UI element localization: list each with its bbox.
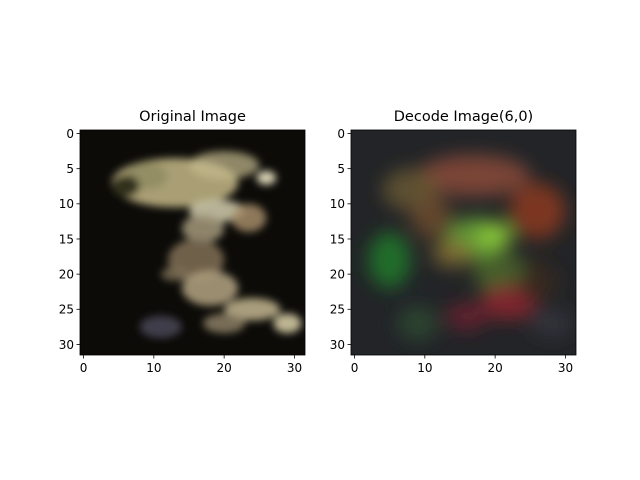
image-region — [256, 170, 277, 185]
y-tick-label: 5 — [337, 162, 345, 176]
y-tick-label: 25 — [330, 303, 345, 317]
y-tick-label: 15 — [59, 232, 74, 246]
image-region — [516, 260, 559, 303]
axes-frame — [79, 129, 306, 356]
image-region — [231, 203, 267, 232]
x-tick-label: 20 — [488, 361, 503, 375]
image-content — [111, 151, 302, 339]
image-region — [111, 175, 140, 198]
y-tick-label: 30 — [59, 338, 74, 352]
x-tick-label: 0 — [351, 361, 359, 375]
y-tick-label: 10 — [330, 197, 345, 211]
x-axis: 0 10 20 30 — [80, 355, 302, 375]
image-region — [368, 231, 411, 289]
image-region — [396, 305, 439, 341]
image-region — [509, 182, 566, 239]
image-region — [203, 313, 246, 334]
y-tick-label: 20 — [330, 267, 345, 281]
image-region — [273, 313, 302, 334]
image-region — [188, 151, 260, 180]
image-region — [410, 196, 453, 239]
image-content — [368, 154, 573, 341]
image-region — [181, 214, 225, 243]
image-region — [445, 302, 489, 331]
x-tick-label: 10 — [146, 361, 161, 375]
y-tick-label: 25 — [59, 303, 74, 317]
y-axis: 0 5 10 15 20 25 30 — [59, 127, 80, 352]
image-region — [530, 309, 573, 338]
y-axis: 0 5 10 15 20 25 30 — [330, 127, 351, 352]
image-region — [181, 270, 239, 306]
panel-decode: Decode Image(6,0) 0 10 20 30 0 5 10 15 20 25 30 — [330, 109, 577, 375]
x-tick-label: 20 — [217, 361, 232, 375]
image-region — [160, 267, 189, 282]
image-region — [477, 221, 513, 250]
y-tick-label: 5 — [66, 162, 74, 176]
y-tick-label: 30 — [330, 338, 345, 352]
y-tick-label: 15 — [330, 232, 345, 246]
image-region — [417, 154, 531, 197]
image-region — [474, 253, 531, 296]
y-tick-label: 0 — [337, 127, 345, 141]
panel-title: Original Image — [139, 109, 246, 125]
image-region — [224, 298, 281, 321]
x-axis: 0 10 20 30 — [351, 355, 573, 375]
axes-frame — [350, 129, 577, 356]
x-tick-label: 10 — [417, 361, 432, 375]
panel-original: Original Image 0 10 20 30 0 5 10 15 20 25 30 — [59, 109, 306, 375]
x-tick-label: 0 — [80, 361, 88, 375]
image-region — [139, 315, 182, 339]
x-tick-label: 30 — [287, 361, 302, 375]
x-tick-label: 30 — [558, 361, 573, 375]
y-tick-label: 20 — [59, 267, 74, 281]
image-region — [431, 238, 475, 268]
panel-title: Decode Image(6,0) — [394, 109, 533, 125]
y-tick-label: 0 — [66, 127, 74, 141]
y-tick-label: 10 — [59, 197, 74, 211]
